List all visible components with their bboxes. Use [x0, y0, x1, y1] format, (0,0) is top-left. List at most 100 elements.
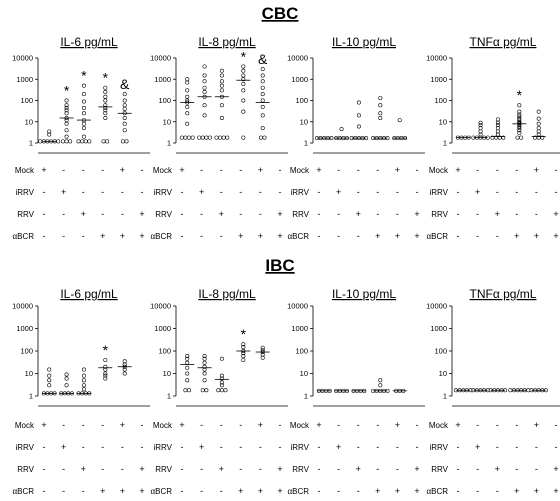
condition-sign: -	[200, 231, 203, 241]
condition-sign: -	[82, 231, 85, 241]
condition-label: iRRV	[15, 188, 34, 197]
y-tick-label: 10000	[287, 54, 308, 63]
condition-sign: +	[316, 165, 321, 175]
condition-sign: -	[141, 420, 144, 430]
data-point	[122, 106, 127, 111]
data-point	[260, 73, 265, 78]
condition-label: Mock	[15, 166, 35, 175]
data-point	[519, 135, 524, 140]
panel-title: IL-8 pg/mL	[198, 35, 256, 49]
data-point	[260, 85, 265, 90]
condition-sign: -	[82, 187, 85, 197]
data-point	[187, 388, 192, 393]
condition-sign: -	[496, 442, 499, 452]
condition-sign: -	[496, 165, 499, 175]
condition-sign: -	[82, 442, 85, 452]
data-point	[207, 135, 212, 140]
y-tick-label: 10	[25, 369, 33, 378]
condition-sign: -	[318, 187, 321, 197]
condition-sign: -	[220, 231, 223, 241]
data-point	[204, 388, 209, 393]
y-tick-label: 1	[443, 392, 447, 401]
condition-sign: -	[279, 442, 282, 452]
condition-sign: -	[515, 165, 518, 175]
y-tick-label: 1	[304, 139, 308, 148]
condition-sign: -	[220, 486, 223, 496]
condition-sign: -	[457, 187, 460, 197]
data-point	[204, 135, 209, 140]
condition-label: αBCR	[12, 232, 34, 241]
condition-sign: -	[396, 209, 399, 219]
y-tick-label: 1	[29, 139, 33, 148]
data-point	[185, 356, 190, 361]
condition-sign: +	[277, 209, 282, 219]
condition-sign: +	[219, 209, 224, 219]
condition-label: RRV	[17, 465, 34, 474]
data-point	[122, 121, 127, 126]
condition-sign: +	[277, 486, 282, 496]
condition-sign: -	[62, 486, 65, 496]
condition-sign: -	[200, 209, 203, 219]
data-point	[356, 124, 361, 129]
condition-sign: -	[496, 187, 499, 197]
condition-sign: -	[200, 420, 203, 430]
data-point	[103, 357, 108, 362]
data-point	[517, 124, 522, 129]
y-tick-label: 1000	[154, 324, 171, 333]
condition-sign: -	[457, 209, 460, 219]
data-point	[64, 139, 69, 144]
condition-sign: -	[121, 464, 124, 474]
data-point	[202, 113, 207, 118]
data-point	[515, 135, 520, 140]
data-point	[81, 92, 86, 97]
condition-sign: -	[82, 486, 85, 496]
data-point	[536, 121, 541, 126]
panel-title: TNFα pg/mL	[470, 35, 537, 49]
y-tick-label: 1000	[430, 75, 447, 84]
data-point	[81, 121, 86, 126]
condition-sign: -	[376, 187, 379, 197]
condition-sign: -	[476, 231, 479, 241]
data-point	[219, 373, 224, 378]
condition-sign: +	[199, 187, 204, 197]
data-point	[478, 123, 483, 128]
condition-sign: +	[475, 187, 480, 197]
y-tick-label: 100	[434, 96, 447, 105]
condition-sign: -	[200, 464, 203, 474]
data-point	[517, 128, 522, 133]
data-point	[185, 77, 190, 82]
condition-sign: +	[395, 486, 400, 496]
condition-sign: +	[179, 165, 184, 175]
data-point	[339, 127, 344, 132]
data-point	[200, 135, 205, 140]
data-point	[185, 353, 190, 358]
condition-sign: +	[356, 209, 361, 219]
condition-sign: -	[457, 464, 460, 474]
condition-sign: -	[220, 187, 223, 197]
condition-sign: -	[82, 165, 85, 175]
data-point	[495, 117, 500, 122]
condition-sign: +	[139, 464, 144, 474]
data-point	[183, 135, 188, 140]
condition-sign: -	[279, 420, 282, 430]
condition-sign: +	[41, 165, 46, 175]
data-point	[185, 365, 190, 370]
condition-sign: +	[395, 420, 400, 430]
data-point	[105, 139, 110, 144]
condition-label: αBCR	[12, 487, 34, 496]
condition-sign: -	[357, 486, 360, 496]
condition-sign: -	[318, 486, 321, 496]
data-point	[81, 373, 86, 378]
condition-label: Mock	[429, 421, 449, 430]
y-tick-label: 10	[163, 117, 171, 126]
data-point	[47, 373, 52, 378]
data-point	[219, 68, 224, 73]
condition-sign: +	[553, 486, 558, 496]
data-point	[64, 383, 69, 388]
significance-mark: *	[81, 68, 87, 84]
condition-sign: -	[239, 187, 242, 197]
